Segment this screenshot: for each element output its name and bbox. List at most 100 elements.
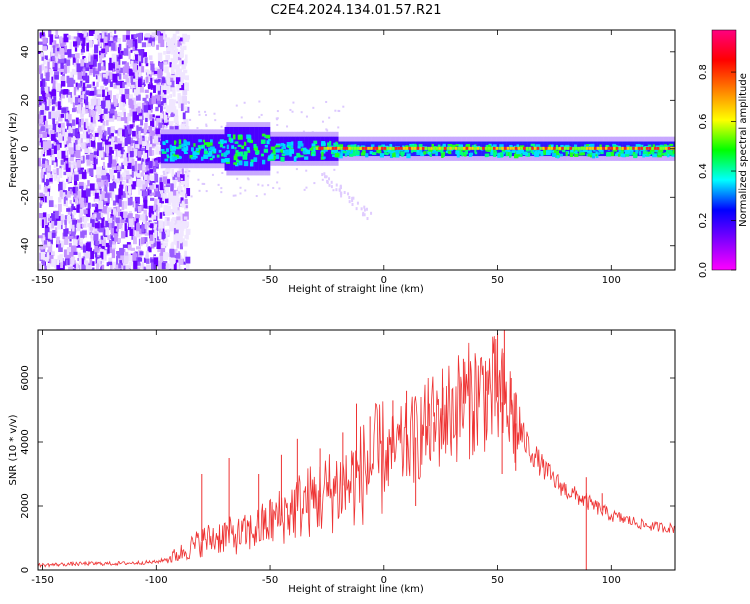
band-peak (618, 146, 622, 150)
noise-cell (160, 92, 164, 100)
noise-cell (42, 59, 46, 65)
band-core (201, 134, 205, 164)
noise-cell (122, 244, 128, 248)
noise-cell (44, 191, 50, 198)
band-peak (443, 146, 447, 150)
noise-cell (40, 172, 44, 179)
noise-cell (72, 186, 76, 194)
noise-cell (134, 167, 137, 172)
noise-cell (67, 49, 72, 58)
noise-cell (53, 145, 57, 155)
speck (267, 184, 270, 187)
noise-cell (144, 36, 149, 41)
noise-cell (140, 118, 144, 126)
noise-cell (132, 75, 136, 82)
noise-cell (54, 72, 59, 80)
noise-cell (42, 174, 45, 183)
noise-cell (102, 132, 107, 140)
band-peak (424, 146, 428, 150)
noise-cell (143, 194, 148, 203)
noise-cell (168, 253, 172, 262)
band-cell (635, 153, 638, 158)
noise-cell (146, 43, 152, 48)
noise-cell (48, 111, 53, 119)
band-cell (460, 150, 463, 153)
noise-cell (176, 262, 179, 270)
band-cell (223, 152, 227, 158)
noise-cell (132, 108, 136, 115)
noise-cell (151, 41, 155, 47)
noise-cell (179, 203, 184, 207)
band-cell (556, 153, 560, 159)
noise-cell (60, 55, 65, 64)
noise-cell (80, 231, 85, 238)
noise-cell (140, 172, 144, 177)
band-cell (349, 149, 354, 154)
noise-cell (51, 232, 56, 239)
band-core (258, 126, 262, 171)
band-core (251, 126, 255, 171)
noise-cell (122, 74, 128, 80)
noise-cell (125, 191, 128, 199)
band-peak (643, 146, 646, 150)
noise-cell (134, 168, 138, 177)
noise-cell (163, 114, 168, 123)
band-core (279, 136, 282, 161)
colorbar-tick-label: 0.4 (698, 163, 709, 179)
band-cell (427, 151, 432, 155)
band-cell (173, 140, 177, 145)
noise-cell (112, 261, 118, 269)
noise-cell (142, 97, 147, 102)
band-cell (465, 144, 471, 148)
band-cell (237, 144, 242, 148)
noise-cell (163, 32, 166, 40)
noise-cell (171, 168, 174, 177)
band-cell (642, 153, 646, 158)
noise-cell (180, 214, 185, 218)
noise-cell (168, 77, 174, 83)
noise-cell (38, 184, 42, 190)
noise-cell (182, 45, 187, 51)
noise-cell (137, 150, 142, 158)
noise-cell (138, 187, 141, 195)
noise-cell (148, 55, 153, 60)
band-peak (528, 146, 531, 150)
noise-cell (120, 134, 124, 142)
speck (291, 110, 294, 113)
noise-cell (66, 75, 70, 84)
speck (204, 110, 207, 113)
band-cell (485, 144, 489, 148)
noise-cell (113, 95, 118, 104)
band-peak (517, 146, 521, 150)
noise-cell (105, 186, 108, 192)
noise-cell (159, 186, 163, 194)
noise-cell (124, 137, 128, 147)
noise-cell (115, 217, 120, 224)
noise-cell (182, 89, 188, 96)
noise-cell (76, 86, 79, 90)
noise-cell (75, 53, 80, 59)
noise-cell (42, 78, 46, 87)
noise-cell (124, 223, 127, 232)
noise-cell (77, 70, 82, 80)
noise-cell (69, 221, 72, 230)
noise-cell (39, 218, 44, 226)
noise-cell (185, 205, 188, 209)
noise-cell (75, 82, 78, 88)
band-cell (401, 152, 404, 157)
noise-cell (84, 260, 89, 266)
noise-cell (108, 90, 112, 95)
noise-cell (67, 171, 72, 177)
y-tick-label: 2000 (20, 493, 31, 518)
noise-cell (107, 234, 110, 240)
band-cell (311, 151, 316, 156)
band-peak (340, 146, 343, 150)
noise-cell (44, 257, 49, 261)
noise-cell (116, 251, 121, 259)
noise-cell (144, 34, 147, 38)
noise-cell (164, 217, 170, 221)
band-cell (524, 152, 529, 156)
noise-cell (70, 96, 73, 105)
speck (363, 213, 366, 217)
noise-cell (94, 132, 99, 137)
